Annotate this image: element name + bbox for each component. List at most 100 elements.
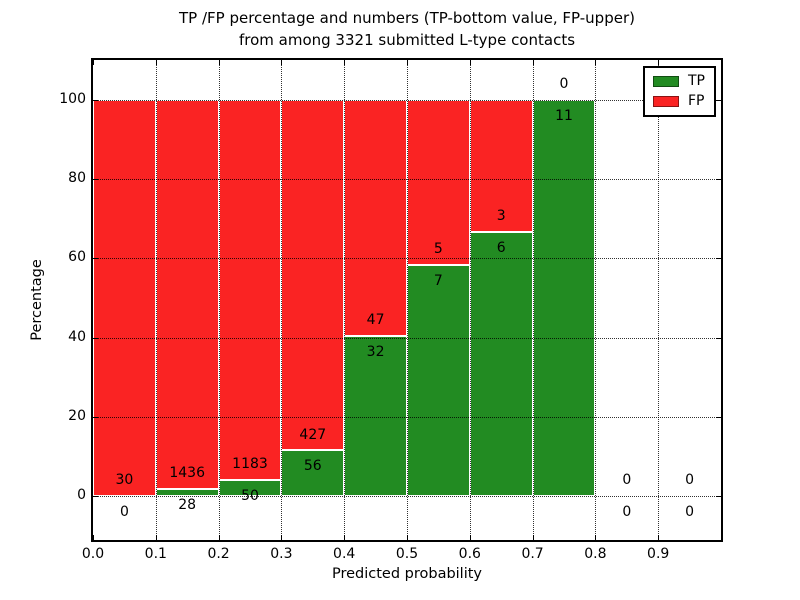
fp-count-label: 0 bbox=[559, 75, 569, 92]
tp-legend-label: TP bbox=[688, 73, 705, 89]
y-tick-label: 20 bbox=[68, 408, 86, 425]
y-gridline bbox=[93, 258, 721, 260]
x-tick-label: 0.4 bbox=[333, 546, 356, 562]
x-tick-top bbox=[281, 60, 283, 65]
x-tick-top bbox=[469, 60, 471, 65]
tp-count-label: 6 bbox=[496, 239, 506, 256]
tp-bar-segment bbox=[407, 264, 470, 497]
tp-count-label: 0 bbox=[622, 504, 632, 521]
x-tick-top bbox=[93, 60, 94, 65]
y-tick-label: 100 bbox=[59, 90, 86, 107]
chart-title: TP /FP percentage and numbers (TP-bottom… bbox=[93, 7, 721, 51]
tp-count-label: 56 bbox=[303, 458, 322, 475]
legend: TP FP bbox=[643, 66, 716, 117]
x-tick-label: 0.8 bbox=[584, 546, 607, 562]
y-tick-right bbox=[716, 179, 721, 180]
x-gridline bbox=[218, 60, 220, 540]
fp-count-label: 0 bbox=[685, 472, 695, 489]
x-gridline bbox=[532, 60, 534, 540]
chart-title-line2: from among 3321 submitted L-type contact… bbox=[238, 31, 576, 49]
x-tick-bottom bbox=[281, 535, 283, 540]
x-gridline bbox=[595, 60, 597, 540]
y-gridline bbox=[93, 337, 721, 339]
fp-bar-segment bbox=[407, 99, 470, 265]
y-tick-right bbox=[716, 496, 721, 498]
x-tick-bottom bbox=[407, 535, 408, 540]
grid-layer bbox=[93, 60, 721, 540]
chart-title-line1: TP /FP percentage and numbers (TP-bottom… bbox=[179, 9, 635, 27]
y-tick-right bbox=[716, 258, 721, 260]
x-tick-bottom bbox=[532, 535, 534, 540]
x-tick-bottom bbox=[93, 535, 94, 540]
y-tick-label: 80 bbox=[68, 170, 86, 186]
fp-count-label: 5 bbox=[433, 241, 443, 258]
y-gridline bbox=[93, 179, 721, 180]
x-tick-top bbox=[532, 60, 534, 65]
tp-count-label: 32 bbox=[366, 343, 385, 360]
y-axis-label: Percentage bbox=[29, 259, 45, 341]
y-tick-right bbox=[716, 417, 721, 419]
fp-count-label: 1436 bbox=[169, 464, 205, 481]
x-tick-label: 0.9 bbox=[647, 546, 670, 562]
x-gridline bbox=[281, 60, 283, 540]
tp-count-label: 50 bbox=[241, 488, 259, 505]
fp-legend-label: FP bbox=[688, 93, 705, 109]
y-tick-left bbox=[93, 179, 98, 180]
fp-count-label: 427 bbox=[299, 426, 327, 443]
x-tick-top bbox=[595, 60, 597, 65]
tp-count-label: 11 bbox=[555, 107, 573, 124]
y-tick-left bbox=[93, 337, 98, 339]
x-tick-top bbox=[155, 60, 157, 65]
x-tick-bottom bbox=[155, 535, 157, 540]
x-tick-label: 0.0 bbox=[81, 546, 105, 562]
y-gridline bbox=[93, 496, 721, 498]
x-tick-bottom bbox=[218, 535, 220, 540]
labels-layer: 30 0 1436 28 1183 50 427 56 47 32 5 7 3 6 0 11 0 0 0 0 bbox=[93, 60, 721, 540]
y-tick-left bbox=[93, 496, 98, 498]
x-tick-bottom bbox=[469, 535, 471, 540]
x-gridline bbox=[658, 60, 660, 540]
x-gridline bbox=[344, 60, 346, 540]
fp-bar-segment bbox=[93, 99, 156, 497]
x-tick-bottom bbox=[595, 535, 597, 540]
y-gridline bbox=[93, 99, 721, 101]
x-tick-top bbox=[407, 60, 408, 65]
x-tick-label: 0.2 bbox=[207, 546, 230, 562]
fp-count-label: 30 bbox=[115, 472, 134, 489]
x-gridline bbox=[407, 60, 408, 540]
tp-count-label: 0 bbox=[119, 504, 129, 521]
fp-count-label: 0 bbox=[622, 472, 632, 489]
x-gridline bbox=[155, 60, 157, 540]
fp-count-label: 1183 bbox=[232, 456, 268, 473]
x-tick-label: 0.1 bbox=[144, 546, 167, 562]
y-tick-left bbox=[93, 99, 98, 101]
y-gridline bbox=[93, 417, 721, 419]
bars-layer bbox=[93, 60, 721, 540]
x-tick-label: 0.6 bbox=[458, 546, 481, 562]
ticks-layer bbox=[93, 60, 721, 540]
legend-item-tp: TP bbox=[653, 74, 705, 89]
fp-count-label: 47 bbox=[366, 311, 385, 328]
tp-count-label: 28 bbox=[178, 496, 197, 513]
tp-count-label: 0 bbox=[685, 504, 695, 521]
y-tick-label: 40 bbox=[68, 328, 86, 345]
y-tick-label: 60 bbox=[68, 249, 86, 266]
y-tick-label: 0 bbox=[77, 487, 86, 504]
x-tick-label: 0.7 bbox=[521, 546, 544, 562]
y-tick-right bbox=[716, 337, 721, 339]
x-tick-top bbox=[658, 60, 660, 65]
x-tick-bottom bbox=[344, 535, 346, 540]
x-axis-label: Predicted probability bbox=[331, 566, 483, 582]
x-tick-bottom bbox=[658, 535, 660, 540]
x-tick-top bbox=[218, 60, 220, 65]
tp-bar-segment bbox=[469, 231, 533, 497]
x-tick-top bbox=[344, 60, 346, 65]
legend-item-fp: FP bbox=[653, 94, 705, 109]
y-tick-left bbox=[93, 258, 98, 260]
x-tick-label: 0.5 bbox=[395, 546, 419, 562]
x-gridline bbox=[469, 60, 471, 540]
fp-count-label: 3 bbox=[496, 208, 506, 225]
y-tick-right bbox=[716, 99, 721, 101]
plot-area: 30 0 1436 28 1183 50 427 56 47 32 5 7 3 6 0 11 0 0 0 0 TP F… bbox=[93, 60, 721, 540]
